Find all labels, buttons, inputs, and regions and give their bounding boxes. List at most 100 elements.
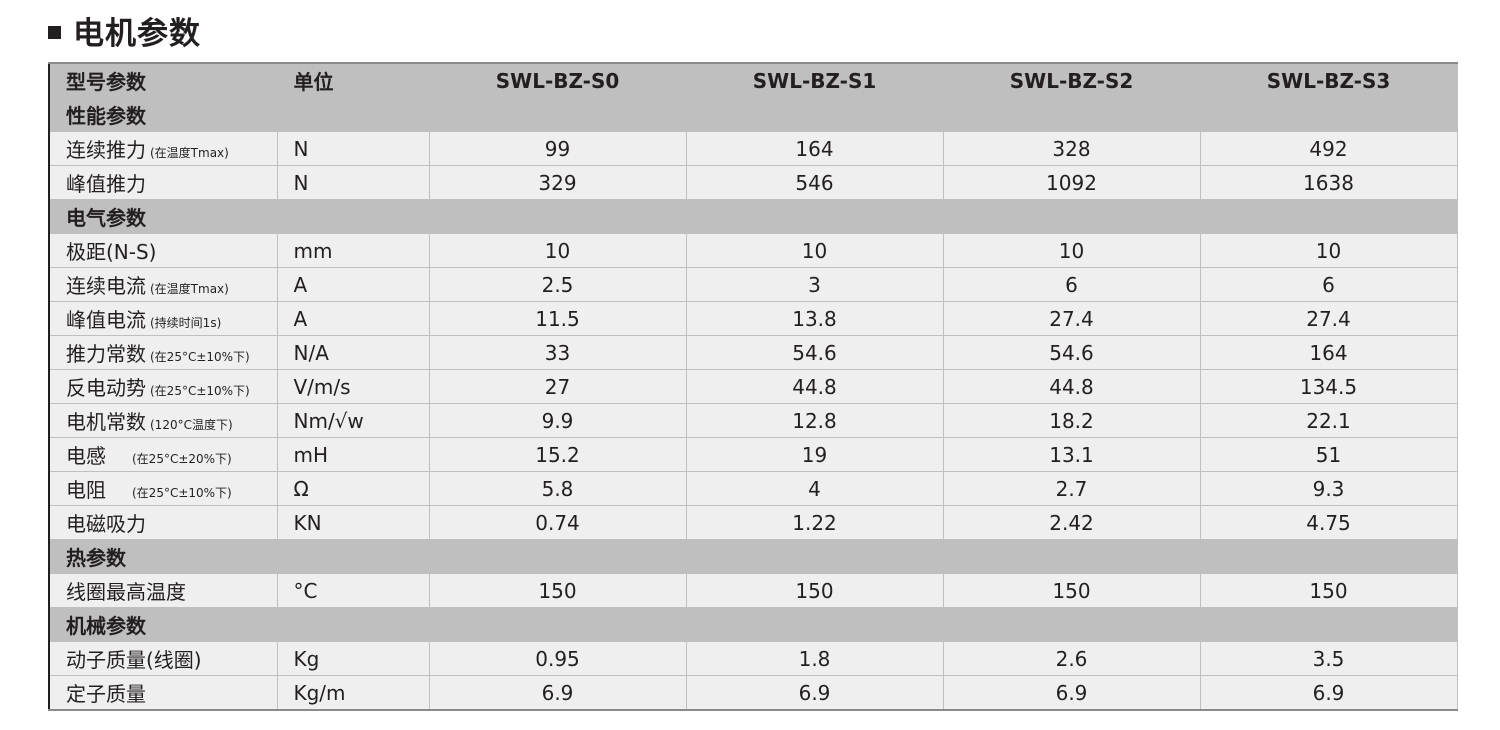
value-cell: 492: [1199, 131, 1458, 166]
value-cell: 2.5: [428, 267, 687, 302]
table-row: 反电动势 (在25°C±10%下) V/m/s 27 44.8 44.8 134.5: [48, 369, 1458, 404]
unit-cell: Kg: [276, 641, 430, 676]
param-name-cell: 连续推力 (在温度Tmax): [48, 131, 278, 166]
table-header-row: 型号参数 单位 SWL-BZ-S0 SWL-BZ-S1 SWL-BZ-S2 SW…: [48, 62, 1458, 98]
value-cell: 5.8: [428, 471, 687, 506]
param-name: 电机常数: [66, 410, 146, 434]
param-name-cell: 反电动势 (在25°C±10%下): [48, 369, 278, 404]
value-cell: 1092: [942, 165, 1201, 200]
unit-cell: KN: [276, 505, 430, 540]
param-name: 连续推力: [66, 138, 146, 162]
value-cell: 1638: [1199, 165, 1458, 200]
value-cell: 9.9: [428, 403, 687, 438]
param-note: (持续时间1s): [150, 316, 222, 330]
table-row: 动子质量(线圈) Kg 0.95 1.8 2.6 3.5: [48, 641, 1458, 676]
value-cell: 3: [685, 267, 944, 302]
value-cell: 0.74: [428, 505, 687, 540]
param-name: 电感: [66, 444, 106, 468]
value-cell: 10: [1199, 233, 1458, 268]
page-title-text: 电机参数: [73, 15, 201, 52]
param-name-cell: 动子质量(线圈): [48, 641, 278, 676]
param-name: 线圈最高温度: [66, 580, 186, 604]
value-cell: 0.95: [428, 641, 687, 676]
value-cell: 22.1: [1199, 403, 1458, 438]
table-row: 电阻 (在25°C±10%下) Ω 5.8 4 2.7 9.3: [48, 471, 1458, 506]
section-label: 机械参数: [48, 607, 1458, 642]
param-note: (在25°C±10%下): [150, 384, 250, 398]
unit-cell: mm: [276, 233, 430, 268]
page-title: 电机参数: [48, 10, 201, 52]
table-row: 连续电流 (在温度Tmax) A 2.5 3 6 6: [48, 267, 1458, 302]
value-cell: 12.8: [685, 403, 944, 438]
section-label: 电气参数: [48, 199, 1458, 234]
param-name: 峰值推力: [66, 172, 146, 196]
header-model-s1: SWL-BZ-S1: [685, 62, 944, 98]
section-label: 热参数: [48, 539, 1458, 574]
motor-spec-table: 型号参数 单位 SWL-BZ-S0 SWL-BZ-S1 SWL-BZ-S2 SW…: [48, 62, 1458, 711]
value-cell: 15.2: [428, 437, 687, 472]
table-row: 电磁吸力 KN 0.74 1.22 2.42 4.75: [48, 505, 1458, 540]
value-cell: 6: [942, 267, 1201, 302]
value-cell: 2.42: [942, 505, 1201, 540]
value-cell: 27.4: [1199, 301, 1458, 336]
value-cell: 10: [685, 233, 944, 268]
param-name: 反电动势: [66, 376, 146, 400]
header-model-param: 型号参数: [48, 62, 278, 98]
value-cell: 18.2: [942, 403, 1201, 438]
header-model-s3: SWL-BZ-S3: [1199, 62, 1458, 98]
table-row: 定子质量 Kg/m 6.9 6.9 6.9 6.9: [48, 675, 1458, 711]
value-cell: 9.3: [1199, 471, 1458, 506]
value-cell: 150: [942, 573, 1201, 608]
param-name: 动子质量(线圈): [66, 648, 202, 672]
param-name: 极距(N-S): [66, 240, 157, 264]
section-row: 电气参数: [48, 199, 1458, 234]
unit-cell: °C: [276, 573, 430, 608]
value-cell: 54.6: [685, 335, 944, 370]
value-cell: 6: [1199, 267, 1458, 302]
header-model-s2: SWL-BZ-S2: [942, 62, 1201, 98]
value-cell: 4: [685, 471, 944, 506]
param-name-cell: 电磁吸力: [48, 505, 278, 540]
value-cell: 99: [428, 131, 687, 166]
value-cell: 10: [942, 233, 1201, 268]
value-cell: 54.6: [942, 335, 1201, 370]
unit-cell: V/m/s: [276, 369, 430, 404]
table-row: 推力常数 (在25°C±10%下) N/A 33 54.6 54.6 164: [48, 335, 1458, 370]
unit-cell: Nm/√w: [276, 403, 430, 438]
value-cell: 329: [428, 165, 687, 200]
header-model-s0: SWL-BZ-S0: [428, 62, 687, 98]
value-cell: 150: [1199, 573, 1458, 608]
param-name-cell: 极距(N-S): [48, 233, 278, 268]
table-row: 连续推力 (在温度Tmax) N 99 164 328 492: [48, 131, 1458, 166]
value-cell: 13.1: [942, 437, 1201, 472]
section-row: 机械参数: [48, 607, 1458, 642]
value-cell: 51: [1199, 437, 1458, 472]
value-cell: 19: [685, 437, 944, 472]
section-row: 热参数: [48, 539, 1458, 574]
param-name: 连续电流: [66, 274, 146, 298]
param-name-cell: 电感 (在25°C±20%下): [48, 437, 278, 472]
value-cell: 6.9: [685, 675, 944, 711]
value-cell: 33: [428, 335, 687, 370]
value-cell: 6.9: [428, 675, 687, 711]
value-cell: 27: [428, 369, 687, 404]
unit-cell: N/A: [276, 335, 430, 370]
table-row: 极距(N-S) mm 10 10 10 10: [48, 233, 1458, 268]
value-cell: 27.4: [942, 301, 1201, 336]
param-name: 电磁吸力: [66, 512, 146, 536]
param-name-cell: 电机常数 (120°C温度下): [48, 403, 278, 438]
table-row: 峰值推力 N 329 546 1092 1638: [48, 165, 1458, 200]
header-unit: 单位: [276, 62, 430, 98]
unit-cell: Kg/m: [276, 675, 430, 711]
param-name: 电阻: [66, 478, 106, 502]
value-cell: 6.9: [1199, 675, 1458, 711]
value-cell: 1.22: [685, 505, 944, 540]
param-note: (在温度Tmax): [150, 282, 229, 296]
value-cell: 4.75: [1199, 505, 1458, 540]
value-cell: 546: [685, 165, 944, 200]
value-cell: 134.5: [1199, 369, 1458, 404]
value-cell: 2.6: [942, 641, 1201, 676]
value-cell: 11.5: [428, 301, 687, 336]
value-cell: 2.7: [942, 471, 1201, 506]
param-name-cell: 线圈最高温度: [48, 573, 278, 608]
